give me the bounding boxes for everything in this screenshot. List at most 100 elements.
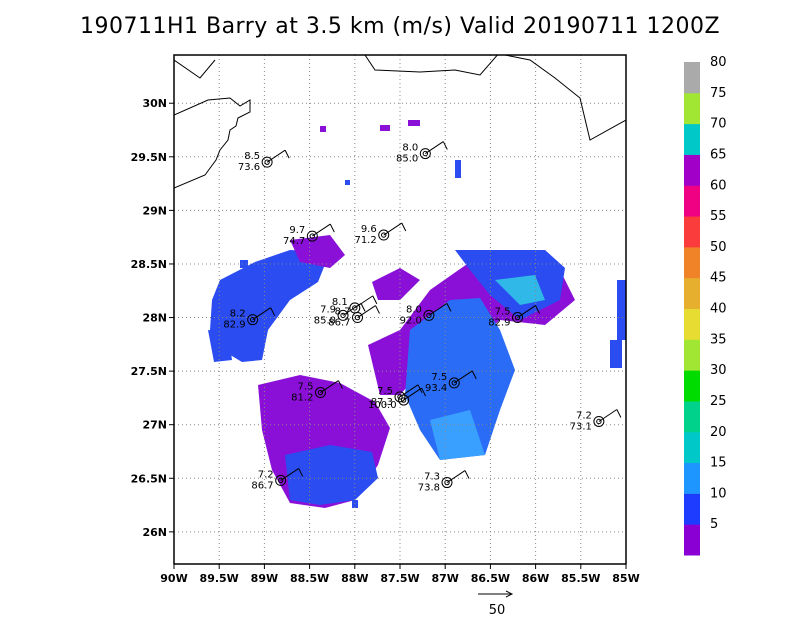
grid: 90W 89.5W 89W 88.5W 88W 87.5W 87W 86.5W 86W 85.5W… — [131, 55, 640, 585]
station-pressure-label: 82.9 — [488, 318, 510, 329]
colorbar-swatch — [684, 277, 700, 309]
wind-barb-flag — [329, 223, 335, 233]
station-outer-ring — [394, 391, 406, 403]
station-6: 8.1 — [332, 295, 378, 314]
station-markers: 8.573.68.085.09.774.79.671.28.282.98.17.… — [223, 141, 622, 494]
station-speed-label: 8.7 — [335, 307, 351, 318]
colorbar-swatch — [684, 400, 700, 433]
station-outer-ring — [314, 387, 326, 399]
station-outer-ring — [306, 230, 318, 242]
station-outer-ring — [448, 377, 460, 389]
station-16: 7.286.7 — [251, 468, 304, 491]
colorbar-label: 20 — [710, 425, 727, 440]
station-speed-label: 7.5 — [377, 386, 393, 397]
station-outer-ring — [247, 314, 259, 326]
station-speed-label: 9.7 — [289, 225, 305, 236]
reference-vector: 50 — [478, 590, 514, 618]
wind-barb — [357, 305, 376, 318]
wind-barb-flag — [284, 149, 290, 159]
colorbar-label: 75 — [710, 86, 727, 101]
plot-frame — [173, 54, 627, 565]
wind-barb — [446, 470, 466, 483]
station-outer-ring — [337, 309, 349, 321]
station-15: 7.273.1 — [570, 409, 622, 432]
lon-tick-label: 85.5W — [561, 572, 600, 585]
lon-tick-label: 89W — [251, 572, 278, 585]
wind-barb-flag — [338, 380, 343, 389]
station-pressure-label: 71.2 — [354, 235, 376, 246]
station-pressure-label: 82.9 — [223, 320, 245, 331]
colorbar-label: 50 — [710, 240, 727, 255]
colorbar-swatch — [684, 462, 700, 494]
station-8: 8.786.7 — [328, 305, 380, 329]
station-inner-ring — [451, 380, 457, 386]
wind-speed-shading — [208, 120, 626, 508]
colorbar-swatch — [684, 246, 700, 279]
station-speed-label: 8.5 — [244, 151, 260, 162]
wind-barb — [342, 302, 362, 316]
colorbar-swatch — [684, 493, 700, 525]
station-7: 7.985.0 — [314, 302, 366, 326]
station-11: 7.581.2 — [291, 380, 343, 404]
lon-tick-label: 87W — [431, 572, 458, 585]
station-outer-ring — [593, 415, 605, 427]
wind-barb-flag — [375, 305, 380, 314]
station-inner-ring — [422, 150, 429, 157]
wind-barb — [453, 370, 473, 384]
station-pressure-label: 93.4 — [425, 383, 447, 394]
wind-barb — [517, 305, 536, 318]
colorbar-swatch — [684, 62, 700, 94]
station-2: 8.085.0 — [396, 141, 448, 165]
station-inner-ring — [426, 312, 432, 319]
colorbar-swatch — [684, 524, 700, 556]
station-speed-label: 7.5 — [431, 372, 447, 383]
station-pressure-label: 73.8 — [418, 483, 440, 494]
station-pressure-label: 86.7 — [251, 480, 273, 491]
map-title: 190711H1 Barry at 3.5 km (m/s) Valid 201… — [79, 14, 721, 39]
lat-tick-label: 29N — [142, 204, 167, 217]
station-inner-ring — [352, 305, 358, 311]
wind-barb — [428, 302, 448, 316]
lon-tick-label: 90W — [160, 572, 187, 585]
colorbar-swatch — [684, 308, 700, 340]
lat-tick-label: 28.5N — [131, 258, 167, 271]
lon-tick-label: 89.5W — [200, 572, 239, 585]
wind-barb-flag — [270, 307, 276, 316]
station-pressure-label: 73.6 — [238, 162, 260, 173]
station-13: 100.0 — [368, 387, 427, 411]
station-inner-ring — [596, 418, 602, 425]
colorbar-label: 70 — [710, 117, 727, 132]
lat-tick-label: 27.5N — [131, 365, 167, 378]
station-pressure-label: 85.0 — [396, 154, 418, 165]
station-speed-label: 8.2 — [230, 309, 246, 320]
colorbar-label: 10 — [710, 486, 727, 501]
station-outer-ring — [378, 229, 390, 241]
station-9: 8.092.0 — [400, 302, 452, 326]
station-outer-ring — [261, 156, 273, 168]
wind-barb-flag — [446, 303, 452, 312]
wind-barb-flag — [372, 295, 378, 305]
station-pressure-label: 74.7 — [283, 236, 305, 247]
station-inner-ring — [354, 314, 361, 321]
station-pressure-label: 87.3 — [371, 397, 393, 408]
colorbar-label: 65 — [710, 147, 727, 162]
wind-barb — [403, 387, 422, 401]
station-speed-label: 8.0 — [406, 304, 422, 315]
wind-barb-flag — [442, 141, 448, 150]
lon-tick-label: 87.5W — [380, 572, 419, 585]
station-outer-ring — [419, 148, 431, 160]
station-inner-ring — [400, 397, 407, 403]
station-pressure-label: 85.0 — [314, 315, 336, 326]
wind-barb-flag — [535, 305, 540, 314]
station-inner-ring — [340, 312, 346, 319]
reference-vector-label: 50 — [489, 603, 506, 618]
station-inner-ring — [444, 479, 450, 486]
station-pressure-label: 86.7 — [328, 318, 350, 329]
wind-barb — [598, 409, 618, 422]
colorbar-label: 25 — [710, 394, 727, 409]
lat-tick-label: 28N — [142, 312, 167, 325]
station-speed-label: 7.5 — [495, 307, 511, 318]
colorbar-swatch — [684, 154, 700, 186]
station-pressure-label: 100.0 — [368, 400, 397, 411]
